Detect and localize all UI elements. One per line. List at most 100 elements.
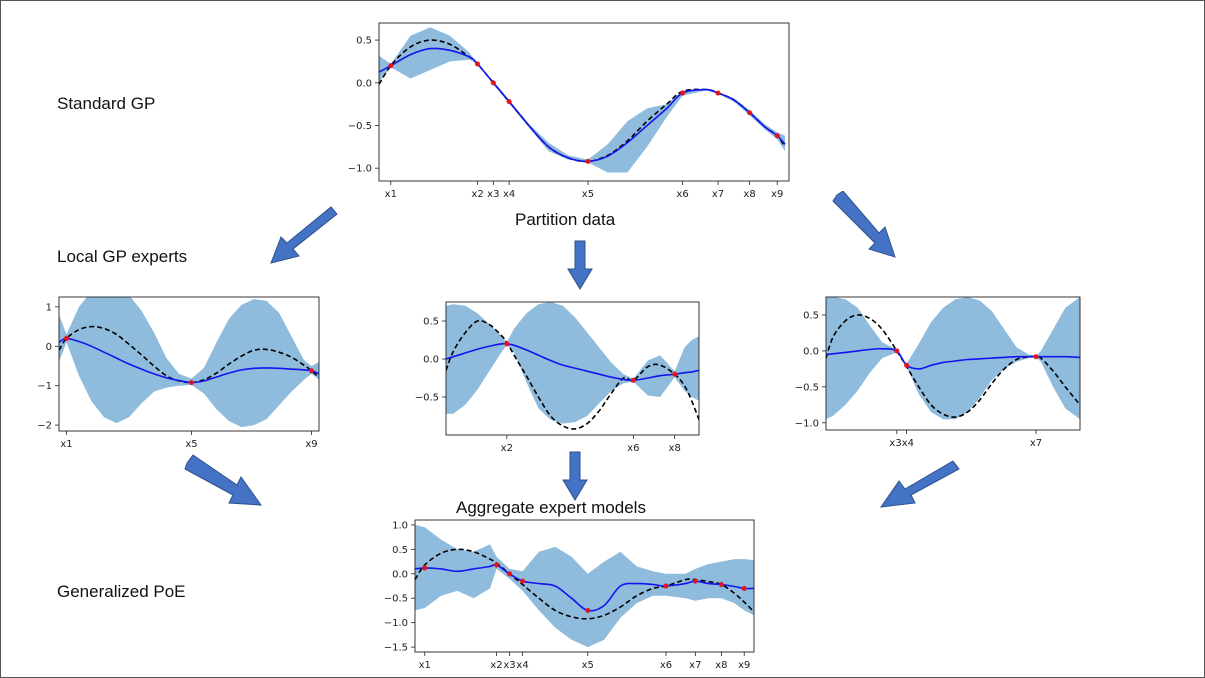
data-point-marker — [774, 133, 780, 139]
x-tick-label: x8 — [715, 660, 727, 671]
data-point-marker — [741, 585, 747, 592]
arrow-shape — [184, 454, 263, 506]
x-tick-label: x7 — [712, 189, 724, 200]
y-tick-label: −0.5 — [348, 121, 372, 132]
chart-svg: 1 0 −1 −2 x1 x5 x9 — [37, 296, 320, 450]
x-tick-label: x7 — [689, 660, 701, 671]
data-point-marker — [422, 565, 428, 571]
arrow-to-expert-3 — [832, 191, 896, 258]
arrow-to-expert-1 — [270, 206, 338, 264]
plot-frame — [445, 301, 700, 436]
data-point-marker — [493, 562, 500, 568]
data-point-marker — [894, 348, 900, 354]
plot-area — [826, 297, 1080, 420]
data-point-marker — [679, 90, 686, 96]
x-tick-label: x3 — [487, 189, 499, 200]
y-tick-label: 0.0 — [803, 346, 819, 357]
data-point-marker — [474, 61, 481, 67]
data-point-marker — [718, 581, 725, 588]
y-tick-label: 0.0 — [392, 569, 408, 580]
x-tick-label: x5 — [582, 660, 594, 671]
x-tick-label: x1 — [60, 439, 72, 450]
data-point-marker — [715, 90, 721, 96]
plot-area — [379, 27, 786, 173]
data-point-marker — [692, 578, 698, 584]
data-point-marker — [746, 110, 753, 116]
x-tick-label: x6 — [627, 443, 639, 454]
x-tick-label: x8 — [743, 189, 755, 200]
label-local-gp-experts: Local GP experts — [57, 247, 188, 266]
x-tick-label: x8 — [669, 443, 681, 454]
y-tick-label: −1.0 — [348, 164, 372, 175]
x-tick-label: x2 — [490, 660, 502, 671]
chart-svg: 0.5 0.0 −0.5 −1.0 x1 x2 x3 x4 x5 x6 x7 x8 x9 — [348, 22, 790, 200]
data-point-marker — [903, 362, 910, 368]
confidence-band — [415, 524, 754, 648]
arrow-shape — [567, 240, 593, 290]
data-point-marker — [490, 80, 496, 86]
data-point-marker — [585, 607, 591, 614]
y-tick-label: −0.5 — [415, 393, 439, 404]
data-point-marker — [308, 368, 315, 374]
confidence-band — [446, 302, 699, 424]
chart-svg: 0.5 0.0 −0.5 −1.0 x3x4 x7 — [795, 296, 1081, 449]
posterior-mean-line — [446, 342, 699, 382]
y-tick-label: 0.5 — [356, 36, 372, 47]
plot-frame — [825, 296, 1081, 431]
data-point-marker — [388, 63, 394, 69]
y-tick-label: 0 — [46, 342, 52, 353]
x-tick-label: x3 — [503, 660, 515, 671]
data-point-marker — [188, 379, 195, 386]
expert-2-chart: 0.5 0.0 −0.5 x2 x6 x8 — [415, 301, 701, 457]
plot-area — [59, 297, 319, 428]
arrow-shape — [270, 206, 338, 264]
data-point-marker — [1033, 354, 1039, 360]
arrow-shape — [562, 451, 588, 501]
x-tick-label: x5 — [185, 439, 197, 450]
x-tick-label: x2 — [471, 189, 483, 200]
true-function-line — [59, 325, 319, 384]
data-point-marker — [630, 377, 636, 383]
x-tick-label: x9 — [305, 439, 317, 450]
x-tick-label: x7 — [1030, 438, 1042, 449]
plot-area — [446, 302, 699, 430]
x-tick-label: x9 — [738, 660, 750, 671]
y-tick-label: 0.5 — [803, 310, 819, 321]
standard-gp-chart: 0.5 0.0 −0.5 −1.0 x1 x2 x3 x4 x5 x6 x7 x8 x9 — [321, 22, 791, 205]
data-point-marker — [663, 583, 669, 589]
arrow-expert-1-to-aggregate — [184, 454, 263, 506]
data-point-marker — [672, 371, 678, 377]
y-tick-label: 0.5 — [423, 317, 439, 328]
x-tick-label: x4 — [503, 189, 515, 200]
plot-area — [415, 524, 754, 648]
arrow-to-expert-2 — [567, 240, 593, 290]
label-partition-data: Partition data — [515, 210, 616, 229]
y-tick-label: 0.5 — [392, 545, 408, 556]
data-point-marker — [63, 335, 70, 341]
y-tick-label: −1.0 — [384, 618, 408, 629]
data-point-marker — [519, 578, 526, 584]
data-point-marker — [585, 158, 591, 164]
data-point-marker — [506, 571, 513, 577]
expert-1-chart: 1 0 −1 −2 x1 x5 x9 — [23, 296, 323, 455]
y-tick-label: −0.5 — [384, 594, 408, 605]
y-tick-label: 1.0 — [392, 520, 408, 531]
label-generalized-poe: Generalized PoE — [57, 582, 186, 601]
plot-frame — [58, 296, 320, 432]
y-tick-label: −2 — [37, 421, 52, 432]
confidence-band — [59, 297, 319, 428]
x-tick-label: x4 — [516, 660, 528, 671]
chart-svg: 0.5 0.0 −0.5 x2 x6 x8 — [415, 301, 700, 454]
y-tick-label: 0.0 — [423, 355, 439, 366]
generalized-poe-chart: 1.0 0.5 0.0 −0.5 −1.0 −1.5 x1 x2 x3 x4 x5 x6 x7 x8 x9 — [366, 519, 756, 677]
arrow-shape — [832, 191, 896, 258]
x-tick-label: x5 — [582, 189, 594, 200]
label-standard-gp: Standard GP — [57, 94, 156, 113]
plot-frame — [414, 519, 755, 653]
y-tick-label: −1.0 — [795, 418, 819, 429]
label-aggregate-expert-models: Aggregate expert models — [456, 498, 646, 517]
y-tick-label: −1.5 — [384, 643, 408, 654]
true-function-line — [446, 319, 699, 430]
plot-frame — [378, 22, 790, 182]
